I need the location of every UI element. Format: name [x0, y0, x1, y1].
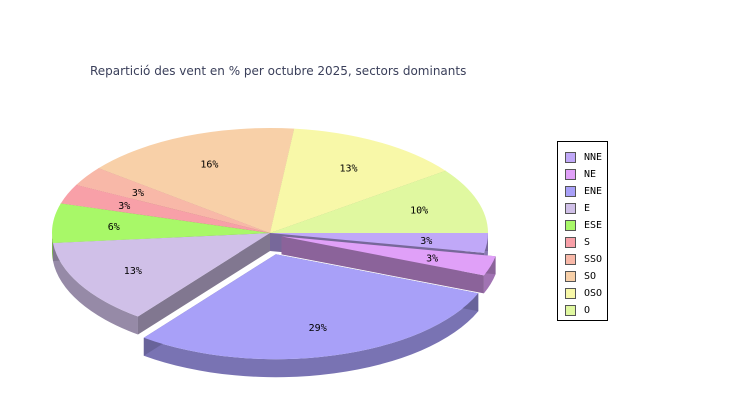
slice-s — [60, 184, 270, 233]
slice-label-s: 3% — [118, 201, 130, 212]
legend-swatch — [565, 237, 576, 248]
slice-label-oso: 13% — [339, 164, 357, 175]
slice-side-ene — [143, 293, 479, 378]
legend: NNE NE ENE E ESE S SSO SO OSO O — [557, 141, 608, 321]
legend-item-so: SO — [558, 268, 607, 285]
legend-label: ESE — [584, 220, 603, 231]
slice-o — [270, 170, 488, 233]
legend-swatch — [565, 186, 576, 197]
slice-oso — [270, 128, 446, 233]
slice-edge-ne-1 — [281, 236, 484, 294]
legend-swatch — [565, 288, 576, 299]
legend-swatch — [565, 254, 576, 265]
legend-label: E — [584, 203, 591, 214]
slice-label-ne: 3% — [426, 254, 438, 265]
slice-label-nne: 3% — [420, 236, 432, 247]
legend-item-sso: SSO — [558, 251, 607, 268]
legend-swatch — [565, 271, 576, 282]
legend-item-o: O — [558, 302, 607, 319]
legend-swatch — [565, 169, 576, 180]
slice-ese — [51, 203, 270, 243]
legend-item-ese: ESE — [558, 217, 607, 234]
slice-ene — [143, 254, 479, 360]
legend-label: SO — [584, 271, 597, 282]
legend-label: OSO — [584, 288, 603, 299]
legend-label: S — [584, 237, 591, 248]
legend-item-oso: OSO — [558, 285, 607, 302]
slice-ne — [281, 236, 496, 276]
slice-label-so: 16% — [200, 159, 218, 170]
slice-nne — [270, 233, 488, 253]
slice-side-ese — [52, 233, 53, 261]
slice-e — [52, 233, 270, 317]
legend-label: SSO — [584, 254, 603, 265]
slice-label-ene: 29% — [309, 323, 327, 334]
slice-so — [98, 128, 295, 233]
legend-label: ENE — [584, 186, 603, 197]
legend-swatch — [565, 305, 576, 316]
slice-label-ese: 6% — [108, 222, 120, 233]
slice-label-sso: 3% — [132, 188, 144, 199]
legend-swatch — [565, 220, 576, 231]
legend-item-ene: ENE — [558, 183, 607, 200]
legend-label: O — [584, 305, 591, 316]
legend-label: NE — [584, 169, 597, 180]
legend-swatch — [565, 152, 576, 163]
legend-item-e: E — [558, 200, 607, 217]
legend-item-s: S — [558, 234, 607, 251]
slice-side-e — [52, 242, 138, 335]
slice-label-e: 13% — [124, 266, 142, 277]
legend-item-ne: NE — [558, 166, 607, 183]
legend-swatch — [565, 203, 576, 214]
slice-sso — [76, 168, 270, 233]
legend-label: NNE — [584, 152, 603, 163]
slice-label-o: 10% — [410, 205, 428, 216]
legend-item-nne: NNE — [558, 149, 607, 166]
chart-title: Repartició des vent en % per octubre 202… — [90, 64, 467, 78]
slice-edge-e-0 — [137, 233, 270, 335]
